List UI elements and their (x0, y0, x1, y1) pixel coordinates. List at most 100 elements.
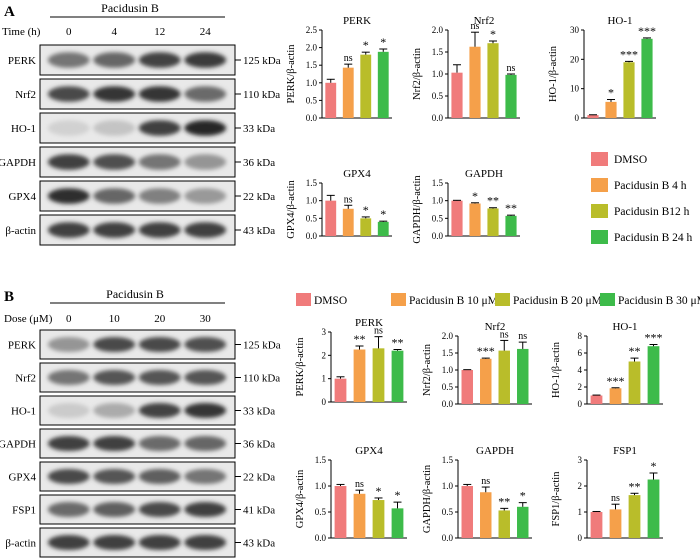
y-tick-label: 0.0 (442, 533, 454, 543)
y-tick-label: 0.0 (442, 399, 454, 409)
blot-row: GAPDH 36 kDa (0, 146, 275, 178)
y-tick-label: 0.5 (306, 95, 318, 105)
blot-band (47, 188, 90, 204)
bar (628, 495, 641, 538)
significance-label: * (395, 488, 401, 502)
blot-band (184, 120, 227, 136)
blot-band (93, 501, 136, 518)
y-tick-label: 1.0 (442, 481, 454, 491)
y-tick-label: 1 (578, 507, 583, 517)
y-tick-label: 6 (578, 348, 583, 358)
bar (461, 486, 473, 538)
significance-label: ns (344, 53, 353, 64)
significance-label: ns (507, 63, 516, 74)
significance-label: *** (645, 331, 663, 345)
y-tick-label: 3 (578, 455, 583, 465)
panel-letter: A (4, 4, 15, 20)
significance-label: ** (392, 336, 404, 350)
bar-chart: 0 1 2 3 PERK PERK/β-actin ** ns ** (295, 317, 407, 407)
protein-label: β-actin (5, 225, 36, 237)
blot-band (47, 86, 90, 102)
y-tick-label: 0.5 (315, 507, 327, 517)
chart-title: PERK (355, 317, 383, 329)
protein-label: GPX4 (8, 472, 36, 484)
protein-label: PERK (8, 55, 36, 67)
bar-chart: 0.0 0.5 1.0 1.5 2.0 Nrf2 Nrf2/β-actin *** ns ns (422, 321, 532, 409)
significance-label: * (608, 86, 614, 100)
protein-label: GPX4 (8, 191, 36, 203)
bar (487, 43, 499, 119)
blot-band (47, 336, 90, 353)
bar (377, 51, 389, 118)
legend-label: Pacidusin B 30 μM (618, 295, 700, 307)
y-tick-label: 0.0 (315, 533, 327, 543)
blot-band (138, 534, 181, 551)
bar (647, 479, 660, 538)
blot-panel-panelA: A Pacidusin B Time (h) 0 4 12 24 PERK 125 kDa Nrf… (0, 1, 281, 246)
blot-band (93, 402, 136, 419)
protein-label: GAPDH (0, 439, 36, 451)
blot-band (93, 534, 136, 551)
blot-band (138, 501, 181, 518)
bar (461, 370, 473, 404)
bar (360, 218, 372, 236)
blot-band (184, 534, 227, 551)
protein-label: HO-1 (11, 123, 36, 135)
blot-band (138, 86, 181, 102)
kda-label: 125 kDa (243, 55, 281, 67)
significance-label: ** (498, 494, 510, 508)
treatment-header: Pacidusin B (106, 287, 164, 301)
kda-label: 22 kDa (243, 472, 275, 484)
blot-band (184, 402, 227, 419)
bar (451, 200, 463, 236)
blot-band (47, 402, 90, 419)
chart-title: GAPDH (465, 168, 503, 180)
y-tick-label: 0.5 (442, 507, 454, 517)
significance-label: ** (629, 479, 641, 493)
y-tick-label: 1.5 (306, 178, 318, 188)
blot-band (138, 154, 181, 170)
kda-label: 125 kDa (243, 340, 281, 352)
legend-label: Pacidusin B 10 μM (409, 295, 498, 307)
blot-band (93, 369, 136, 386)
bar (623, 62, 635, 118)
chart-title: GAPDH (476, 445, 514, 457)
blot-band (47, 468, 90, 485)
protein-label: GAPDH (0, 157, 36, 169)
significance-label: * (380, 207, 386, 221)
blot-band (184, 501, 227, 518)
blot-band (138, 120, 181, 136)
legend-label: Pacidusin B 4 h (614, 180, 687, 192)
y-tick-label: 4 (578, 365, 583, 375)
blot-band (184, 86, 227, 102)
y-axis-label: GAPDH/β-actin (412, 175, 423, 244)
y-tick-label: 2.5 (306, 25, 318, 35)
bar (391, 508, 404, 538)
blot-band (138, 222, 181, 238)
y-axis-label: PERK/β-actin (295, 337, 306, 397)
y-tick-label: 2.0 (432, 25, 444, 35)
legend-swatch (591, 204, 608, 218)
bar (505, 74, 517, 118)
blot-row: β-actin 43 kDa (5, 214, 275, 246)
blot-band (184, 336, 227, 353)
treatment-header: Pacidusin B (101, 1, 159, 15)
blot-band (93, 336, 136, 353)
y-tick-label: 30 (570, 25, 580, 35)
y-tick-label: 1.5 (306, 60, 318, 70)
bar (342, 208, 354, 236)
blot-row: GAPDH 36 kDa (0, 428, 275, 459)
significance-label: ns (500, 329, 509, 340)
y-tick-label: 1.0 (306, 78, 318, 88)
legend-swatch (391, 293, 406, 306)
protein-label: Nrf2 (15, 373, 36, 385)
bar (391, 350, 404, 402)
y-tick-label: 8 (578, 331, 583, 341)
blot-row: PERK 125 kDa (8, 44, 281, 76)
blot-band (47, 369, 90, 386)
y-tick-label: 0.5 (442, 382, 454, 392)
significance-label: ** (505, 201, 517, 215)
bar (641, 38, 653, 118)
